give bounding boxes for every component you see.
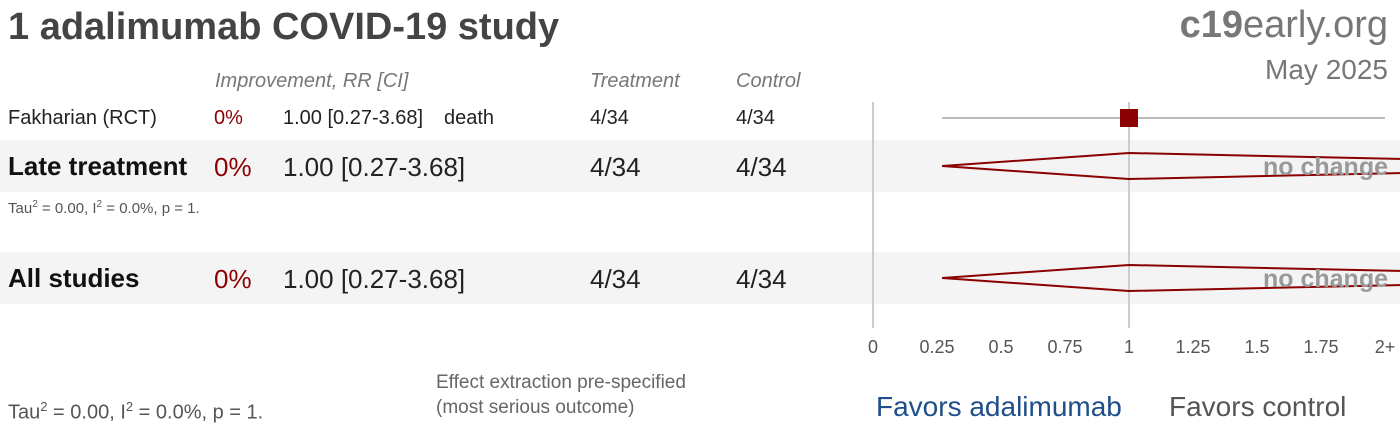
page-title: 1 adalimumab COVID-19 study: [8, 6, 560, 48]
late-treatment-treatment: 4/34: [590, 152, 641, 182]
favors-right-label: Favors control: [1169, 391, 1347, 422]
all-studies-treatment: 4/34: [590, 264, 641, 294]
study-outcome: death: [444, 107, 495, 129]
late-treatment-label: Late treatment: [8, 151, 188, 181]
improvement-header: Improvement, RR [CI]: [215, 70, 409, 92]
study-rr: 1.00 [0.27-3.68]: [283, 107, 424, 129]
treatment-header: Treatment: [590, 70, 680, 92]
study-name: Fakharian (RCT): [8, 107, 157, 129]
extraction-note-line1: Effect extraction pre-specified: [436, 372, 686, 393]
all-studies-label: All studies: [8, 263, 140, 293]
extraction-note: Effect extraction pre-specified (most ser…: [436, 370, 686, 420]
all-studies-rr: 1.00 [0.27-3.68]: [283, 264, 466, 294]
all-studies-band: [0, 252, 1400, 304]
x-tick-label: 2+: [1375, 337, 1396, 357]
all-studies-control: 4/34: [736, 264, 787, 294]
brand-logo: c19early.org: [1180, 4, 1388, 47]
x-tick-label: 1.25: [1175, 337, 1210, 357]
all-studies-annotation: no change: [1263, 265, 1388, 293]
x-tick-label: 1.75: [1303, 337, 1338, 357]
extraction-note-line2: (most serious outcome): [436, 397, 635, 418]
late-treatment-control: 4/34: [736, 152, 787, 182]
date-label: May 2025: [1265, 54, 1388, 85]
study-improvement: 0%: [214, 107, 243, 129]
x-tick-label: 1.5: [1244, 337, 1269, 357]
study-treatment: 4/34: [590, 107, 629, 129]
x-tick-label: 0.5: [988, 337, 1013, 357]
x-tick-label: 1: [1124, 337, 1134, 357]
study-effect-marker: [1120, 109, 1138, 127]
late-treatment-annotation: no change: [1263, 153, 1388, 181]
x-tick-label: 0.25: [919, 337, 954, 357]
study-control: 4/34: [736, 107, 775, 129]
late-treatment-stats: Tau2 = 0.00, I2 = 0.0%, p = 1.: [8, 199, 200, 217]
x-tick-label: 0.75: [1047, 337, 1082, 357]
control-header: Control: [736, 70, 801, 92]
late-treatment-rr: 1.00 [0.27-3.68]: [283, 152, 466, 182]
favors-left-label: Favors adalimumab: [876, 391, 1122, 422]
brand-bold: c19: [1179, 4, 1243, 46]
x-tick-label: 0: [868, 337, 878, 357]
late-treatment-improvement: 0%: [214, 152, 252, 182]
late-treatment-band: [0, 140, 1400, 192]
brand-rest: early.org: [1242, 4, 1388, 46]
all-studies-improvement: 0%: [214, 264, 252, 294]
overall-stats: Tau2 = 0.00, I2 = 0.0%, p = 1.: [8, 399, 264, 424]
late-treatment-diamond: [942, 151, 1400, 181]
all-studies-diamond: [942, 263, 1400, 293]
